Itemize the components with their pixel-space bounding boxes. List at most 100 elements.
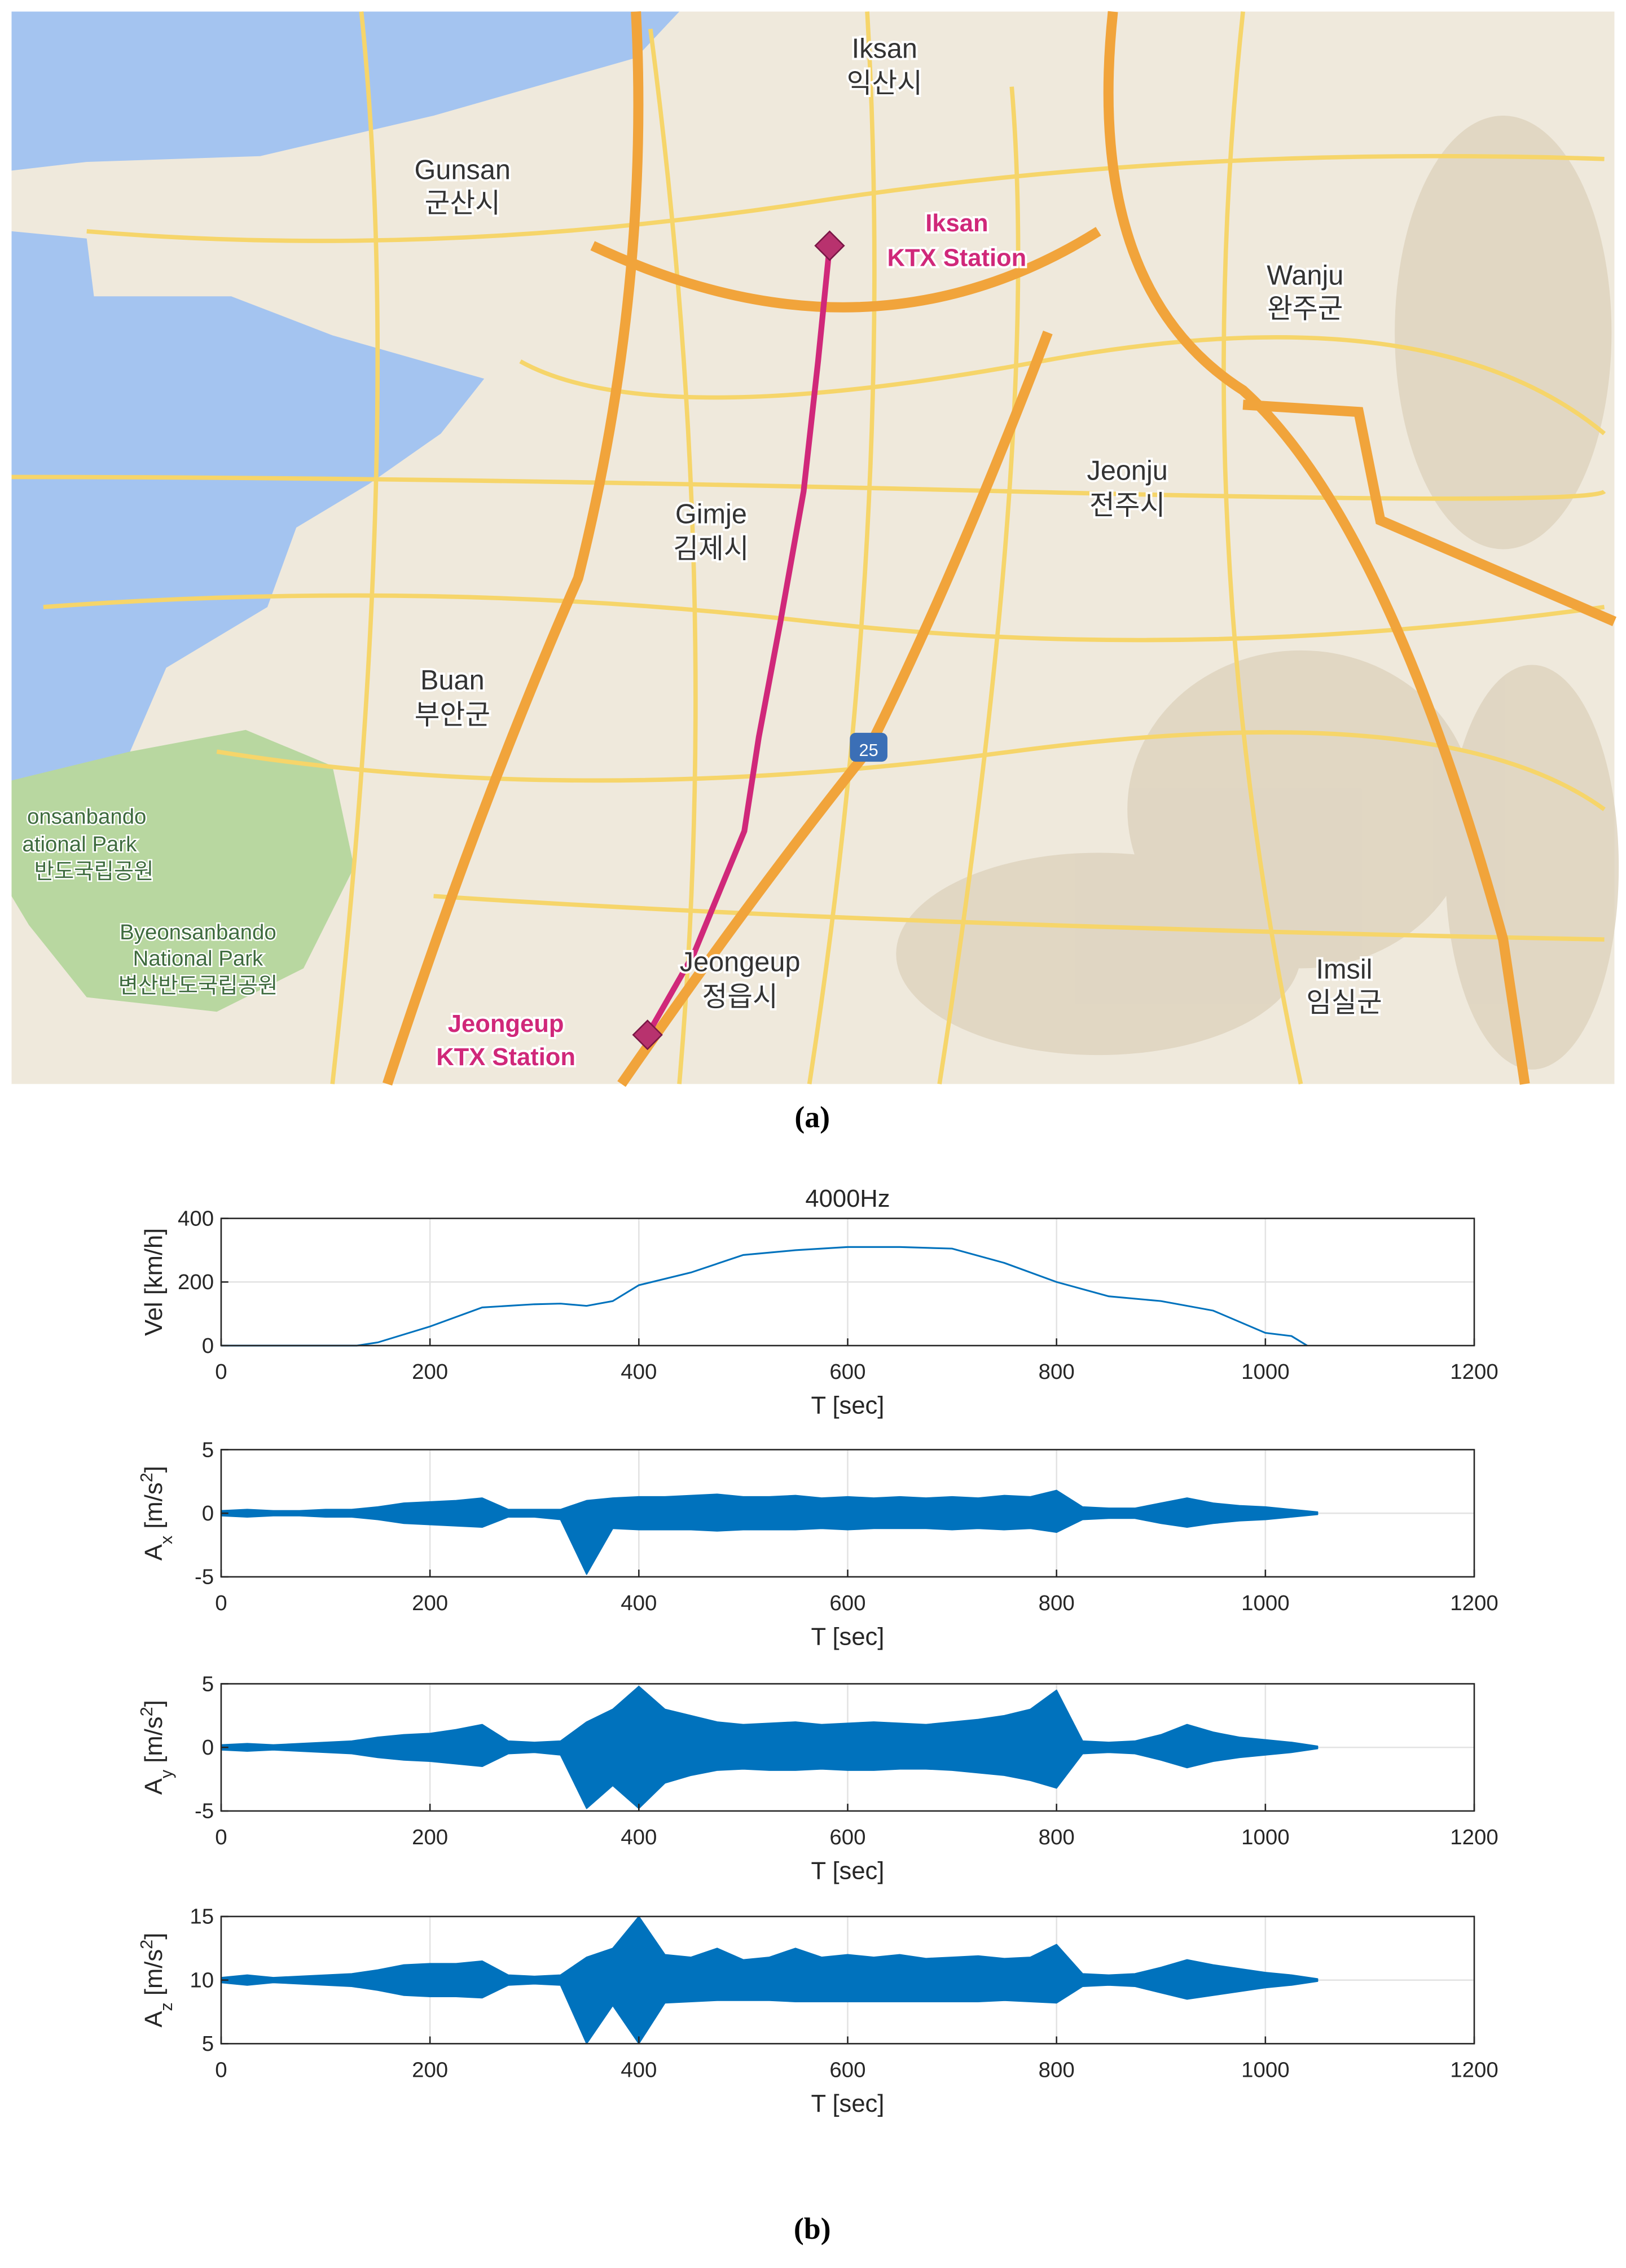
station-label: Iksan [925,210,988,237]
y-tick-label: 0 [202,1334,214,1358]
y-axis-label-part: x [156,1535,175,1544]
y-axis-label: Vel [km/h] [140,1228,168,1336]
y-tick-label: 200 [178,1270,214,1294]
plot-frame [220,1915,1475,2045]
x-tick-label: 1200 [1450,1591,1498,1615]
x-tick-label: 1000 [1241,2058,1289,2082]
park-label: 변산반도국립공원 [118,974,278,998]
y-axis-label-part: 2 [136,1940,156,1949]
place-label: 정읍시 [702,982,777,1012]
y-tick-label: 15 [190,1905,214,1929]
park-label: onsanbando [27,805,146,829]
y-axis-label-part: A [140,1778,168,1795]
x-tick-label: 0 [215,2058,227,2082]
x-tick-label: 200 [412,1825,448,1849]
y-tick-label: -5 [195,1565,214,1589]
x-tick-label: 0 [215,1825,227,1849]
ktx-route [645,245,833,1036]
y-axis-label-part: 2 [136,1473,156,1482]
y-axis-label-part: ] [140,1700,168,1707]
y-axis-label-part: 2 [136,1707,156,1716]
place-label: 완주군 [1267,294,1343,324]
x-tick-label: 400 [621,2058,657,2082]
y-axis-label: Az [m/s2] [136,1933,175,2028]
y-tick-label: 400 [178,1206,214,1230]
x-tick-label: 400 [621,1825,657,1849]
place-label: Jeonju [1087,456,1167,486]
y-tick-label: -5 [195,1799,214,1823]
place-label: 임실군 [1306,987,1382,1018]
park [11,729,354,1012]
sea [11,11,680,171]
signal-envelope [220,1747,1319,1809]
station-label: KTX Station [436,1044,575,1071]
signal-envelope [220,1513,1319,1575]
y-axis-label-part: [m/s [140,1716,168,1769]
station-marker [814,230,845,261]
signal-envelope [220,1489,1319,1514]
y-tick-label: 10 [190,1968,214,1992]
x-tick-label: 200 [412,1360,448,1384]
x-tick-label: 800 [1039,1591,1075,1615]
y-axis-label: Ay [m/s2] [136,1700,175,1795]
place-label: 전주시 [1089,490,1165,521]
place-label: 익산시 [847,68,922,99]
station-label: KTX Station [887,244,1027,271]
place-label: Iksan [852,34,917,64]
y-axis-label-part: y [156,1769,175,1778]
plot-frame [220,1449,1475,1578]
line [221,1246,1308,1347]
chart: 0 200 400 600 800 1000 1200 5 10 15 T [sec] Az [m/s… [136,1905,1498,2117]
x-tick-label: 0 [215,1591,227,1615]
place-label: 김제시 [673,534,749,564]
y-axis-label-part: ] [140,1466,168,1473]
x-tick-label: 0 [215,1360,227,1384]
signal-envelope [220,1979,1319,2045]
signal-envelope [220,1915,1319,1981]
y-tick-label: 0 [202,1501,214,1526]
y-tick-label: 0 [202,1735,214,1760]
x-axis-label: T [sec] [811,1623,885,1650]
plot-frame [220,1217,1475,1347]
plot-frame [220,1683,1475,1812]
place-label: 군산시 [425,188,500,219]
station-marker [632,1019,663,1051]
x-tick-label: 200 [412,2058,448,2082]
park-label: National Park [133,946,263,970]
place-label: Wanju [1267,261,1343,291]
x-tick-label: 1200 [1450,2058,1498,2082]
chart: 0 200 400 600 800 1000 1200 0 200 400 4000Hz T [sec… [140,1185,1498,1419]
y-axis-label-part: A [140,1544,168,1561]
caption: (b) [794,2212,831,2245]
route-number: 25 [859,740,878,760]
x-axis-label: T [sec] [811,1392,885,1419]
x-tick-label: 600 [829,2058,865,2082]
y-tick-label: 5 [202,1672,214,1696]
x-tick-label: 800 [1039,1360,1075,1384]
y-axis-label-part: A [140,2011,168,2028]
y-tick-label: 5 [202,1438,214,1462]
signal-envelope [220,1685,1319,1748]
park-label: 반도국립공원 [34,860,154,884]
x-tick-label: 800 [1039,2058,1075,2082]
x-tick-label: 800 [1039,1825,1075,1849]
x-tick-label: 400 [621,1360,657,1384]
chart-title: 4000Hz [805,1185,890,1212]
x-tick-label: 600 [829,1591,865,1615]
y-tick-label: 5 [202,2032,214,2056]
place-label: Gunsan [415,155,511,186]
route-shield [850,732,887,762]
park-label: Byeonsanbando [120,920,276,944]
x-tick-label: 1000 [1241,1360,1289,1384]
place-label: Imsil [1316,954,1372,984]
x-axis-label: T [sec] [811,1857,885,1884]
x-tick-label: 400 [621,1591,657,1615]
x-tick-label: 1200 [1450,1360,1498,1384]
x-axis-label: T [sec] [811,2090,885,2117]
place-label: Buan [420,665,485,696]
place-label: Jeongeup [680,947,801,978]
x-tick-label: 1000 [1241,1825,1289,1849]
sea [11,231,485,812]
